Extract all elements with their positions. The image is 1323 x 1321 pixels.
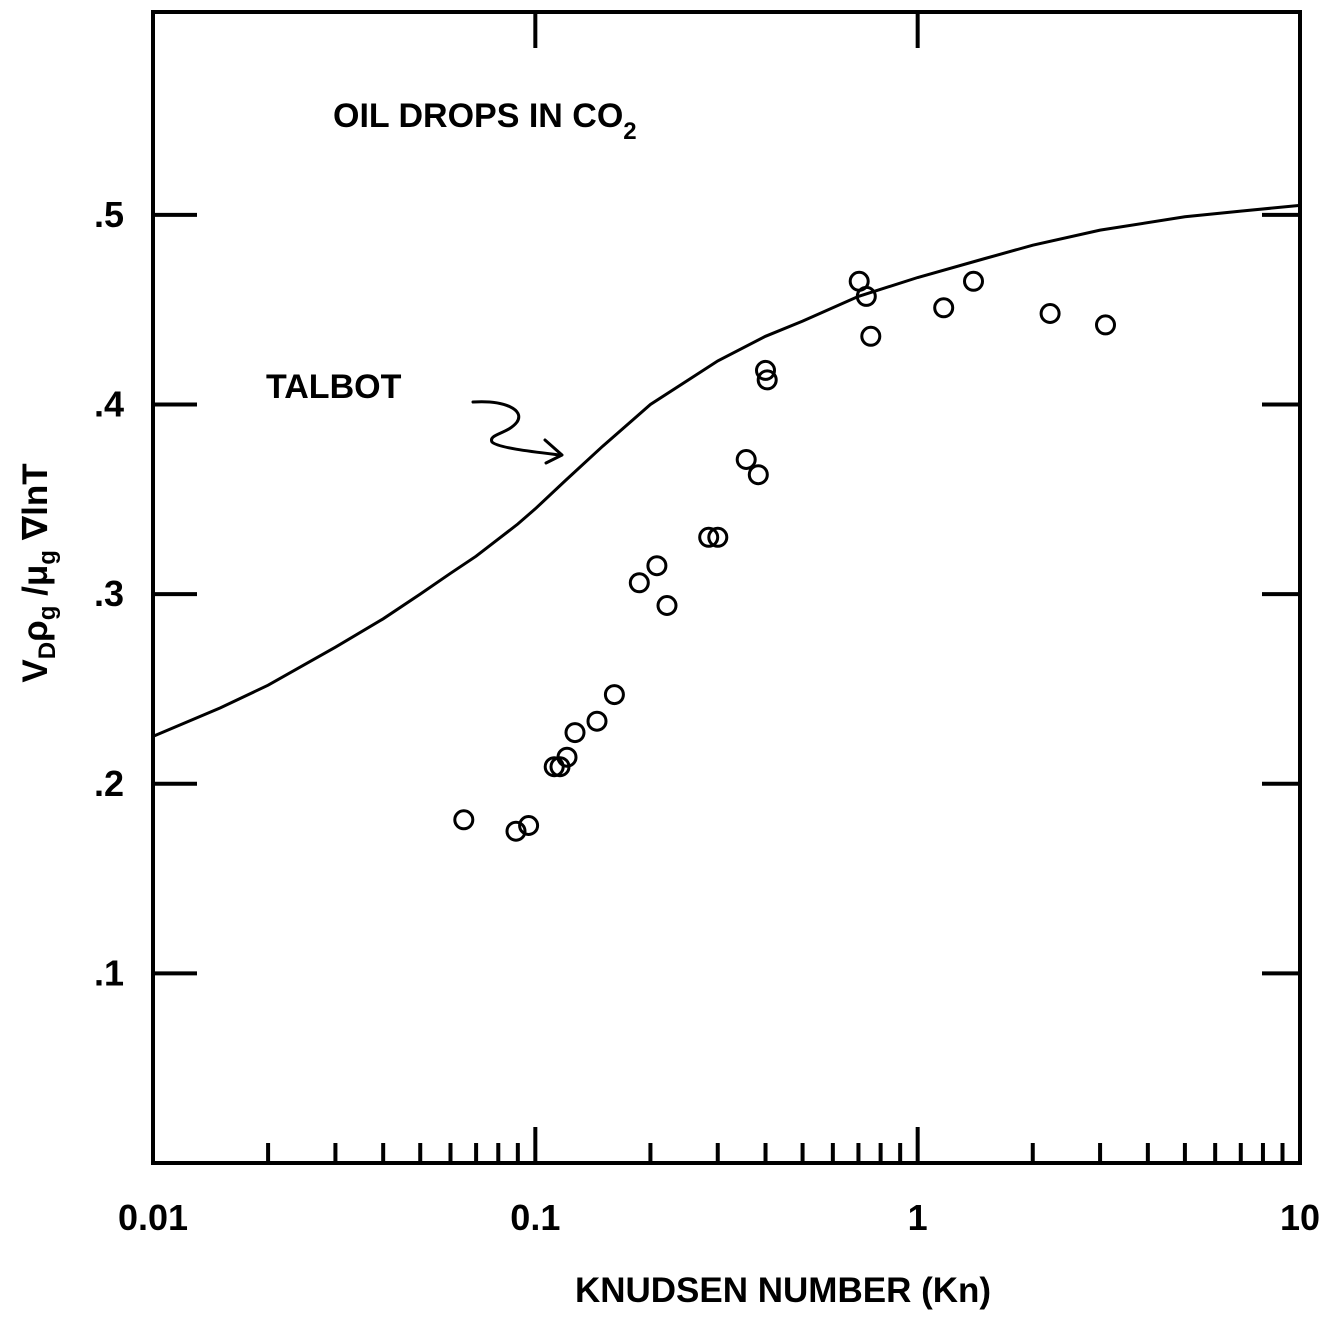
y-axis-title: VDρg /μg ∇lnT bbox=[16, 463, 61, 682]
data-point bbox=[556, 746, 578, 768]
y-tick-label: .5 bbox=[94, 194, 124, 235]
x-tick-label: 10 bbox=[1280, 1197, 1320, 1238]
data-point bbox=[963, 270, 984, 292]
data-point bbox=[564, 722, 586, 744]
data-point bbox=[755, 359, 776, 381]
data-point bbox=[933, 297, 955, 319]
y-tick-label: .4 bbox=[94, 384, 124, 425]
x-axis-title: KNUDSEN NUMBER (Kn) bbox=[575, 1271, 991, 1310]
annotation-arrowhead bbox=[543, 438, 564, 465]
data-point bbox=[855, 285, 877, 307]
data-point bbox=[747, 464, 769, 486]
talbot-curve bbox=[152, 203, 1301, 738]
data-point bbox=[1095, 314, 1116, 336]
data-point bbox=[735, 449, 757, 470]
x-tick-label: 0.01 bbox=[118, 1197, 188, 1238]
data-point bbox=[518, 815, 540, 836]
data-point bbox=[860, 325, 882, 347]
annotation-curve-label: TALBOT bbox=[266, 368, 402, 406]
data-point bbox=[1039, 303, 1061, 324]
data-point bbox=[756, 369, 778, 391]
data-point bbox=[646, 555, 668, 577]
y-tick-label: .3 bbox=[94, 573, 124, 614]
x-tick-label: 1 bbox=[908, 1197, 928, 1238]
data-point bbox=[603, 684, 625, 706]
data-point bbox=[586, 710, 608, 732]
y-tick-label: .2 bbox=[94, 763, 124, 804]
data-point bbox=[656, 595, 678, 616]
data-point bbox=[453, 809, 475, 831]
data-point bbox=[505, 820, 527, 842]
annotation-main: OIL DROPS IN CO2 bbox=[333, 97, 637, 145]
data-point bbox=[707, 526, 729, 548]
plot-frame bbox=[151, 10, 1302, 1165]
data-point bbox=[628, 572, 650, 594]
annotation-arrow bbox=[471, 400, 562, 457]
y-tick-label: .1 bbox=[94, 952, 124, 993]
x-tick-label: 0.1 bbox=[510, 1197, 560, 1238]
data-point bbox=[698, 526, 720, 548]
